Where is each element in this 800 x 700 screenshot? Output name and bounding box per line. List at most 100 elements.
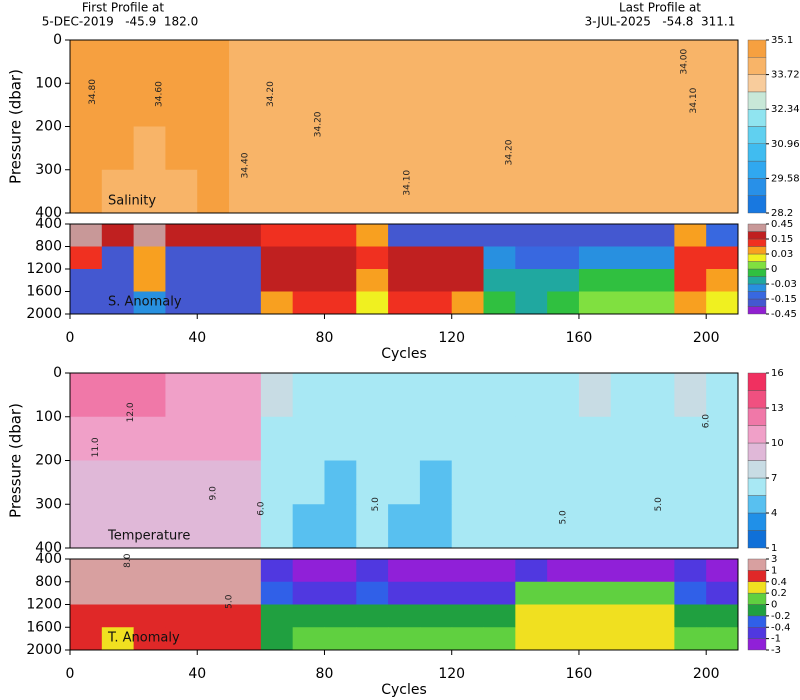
cell bbox=[356, 224, 389, 247]
cell bbox=[165, 40, 198, 84]
cell bbox=[419, 169, 453, 214]
last-title: Last Profile at bbox=[619, 1, 701, 15]
cell bbox=[229, 604, 262, 628]
cell bbox=[229, 83, 262, 127]
cell bbox=[197, 40, 230, 84]
cell bbox=[419, 504, 453, 549]
cell bbox=[706, 169, 739, 214]
cell bbox=[324, 40, 357, 84]
cell bbox=[356, 559, 389, 583]
cell bbox=[101, 504, 135, 549]
cell bbox=[101, 224, 135, 247]
cell bbox=[70, 126, 103, 171]
cell bbox=[356, 40, 389, 84]
cell bbox=[292, 504, 325, 549]
x-tick-label: 200 bbox=[693, 666, 720, 682]
cell bbox=[451, 169, 485, 214]
cell bbox=[101, 627, 135, 651]
colorbar-segment bbox=[747, 442, 767, 461]
colorbar-segment bbox=[747, 108, 767, 127]
cell bbox=[483, 559, 516, 583]
colorbar-segment bbox=[747, 231, 767, 240]
cell bbox=[610, 246, 644, 270]
cell bbox=[388, 40, 421, 84]
cell bbox=[419, 581, 453, 605]
cell bbox=[292, 269, 325, 292]
cell bbox=[674, 269, 707, 292]
cell bbox=[70, 373, 103, 418]
cell bbox=[324, 581, 357, 605]
cell bbox=[388, 83, 421, 127]
colorbar-segment bbox=[747, 592, 767, 605]
cell bbox=[101, 559, 135, 583]
colorbar-label: 33.72 bbox=[771, 70, 800, 81]
cell bbox=[292, 627, 325, 651]
cell bbox=[165, 504, 198, 549]
cell bbox=[324, 373, 357, 418]
x-tick-label: 80 bbox=[316, 666, 334, 682]
x-tick-label: 120 bbox=[438, 666, 465, 682]
cell bbox=[674, 627, 707, 651]
colorbar-segment bbox=[747, 160, 767, 179]
contour-label: 5.0 bbox=[559, 510, 569, 525]
cell bbox=[70, 40, 103, 84]
cell bbox=[706, 126, 739, 171]
contour-label: 34.00 bbox=[679, 48, 689, 74]
y-tick-label: 300 bbox=[35, 496, 62, 512]
colorbar-label: 0 bbox=[771, 600, 777, 611]
cell bbox=[260, 224, 294, 247]
cell bbox=[165, 169, 198, 214]
cell bbox=[260, 581, 294, 605]
cell bbox=[674, 246, 707, 270]
cell bbox=[292, 559, 325, 583]
cell bbox=[547, 604, 580, 628]
colorbar-segment bbox=[747, 268, 767, 277]
cell bbox=[388, 126, 421, 171]
cell bbox=[356, 627, 389, 651]
cell bbox=[547, 627, 580, 651]
cell bbox=[133, 83, 166, 127]
cell bbox=[451, 504, 485, 549]
cell bbox=[197, 604, 230, 628]
cell bbox=[324, 559, 357, 583]
colorbar-segment bbox=[747, 291, 767, 300]
cell bbox=[133, 169, 166, 214]
cell bbox=[292, 604, 325, 628]
cell bbox=[388, 604, 421, 628]
y-axis-label: Pressure (dbar) bbox=[7, 69, 25, 184]
cell bbox=[547, 460, 580, 505]
cell bbox=[356, 246, 389, 270]
y-tick-label: 1200 bbox=[26, 261, 62, 277]
colorbar-segment bbox=[747, 558, 767, 571]
cell bbox=[642, 169, 675, 214]
colorbar-segment bbox=[747, 223, 767, 232]
cell bbox=[419, 373, 453, 418]
cell bbox=[388, 246, 421, 270]
cell bbox=[388, 627, 421, 651]
cell bbox=[356, 291, 389, 315]
cell bbox=[133, 224, 166, 247]
cell bbox=[610, 40, 644, 84]
cell bbox=[133, 627, 166, 651]
cell bbox=[388, 559, 421, 583]
cell bbox=[706, 224, 739, 247]
colorbar-segment bbox=[747, 460, 767, 479]
cell bbox=[356, 604, 389, 628]
cell bbox=[165, 269, 198, 292]
cell bbox=[260, 373, 294, 418]
cell bbox=[165, 627, 198, 651]
cell bbox=[419, 460, 453, 505]
cell bbox=[197, 581, 230, 605]
cell bbox=[197, 126, 230, 171]
cell bbox=[610, 460, 644, 505]
cell bbox=[292, 126, 325, 171]
colorbar-segment bbox=[747, 126, 767, 144]
cell bbox=[133, 291, 166, 315]
cell bbox=[101, 40, 135, 84]
y-tick-label: 800 bbox=[35, 574, 62, 590]
cell bbox=[70, 291, 103, 315]
x-axis-label: Cycles bbox=[381, 682, 427, 698]
y-tick-label: 1600 bbox=[26, 619, 62, 635]
cell bbox=[229, 40, 262, 84]
cell bbox=[229, 581, 262, 605]
